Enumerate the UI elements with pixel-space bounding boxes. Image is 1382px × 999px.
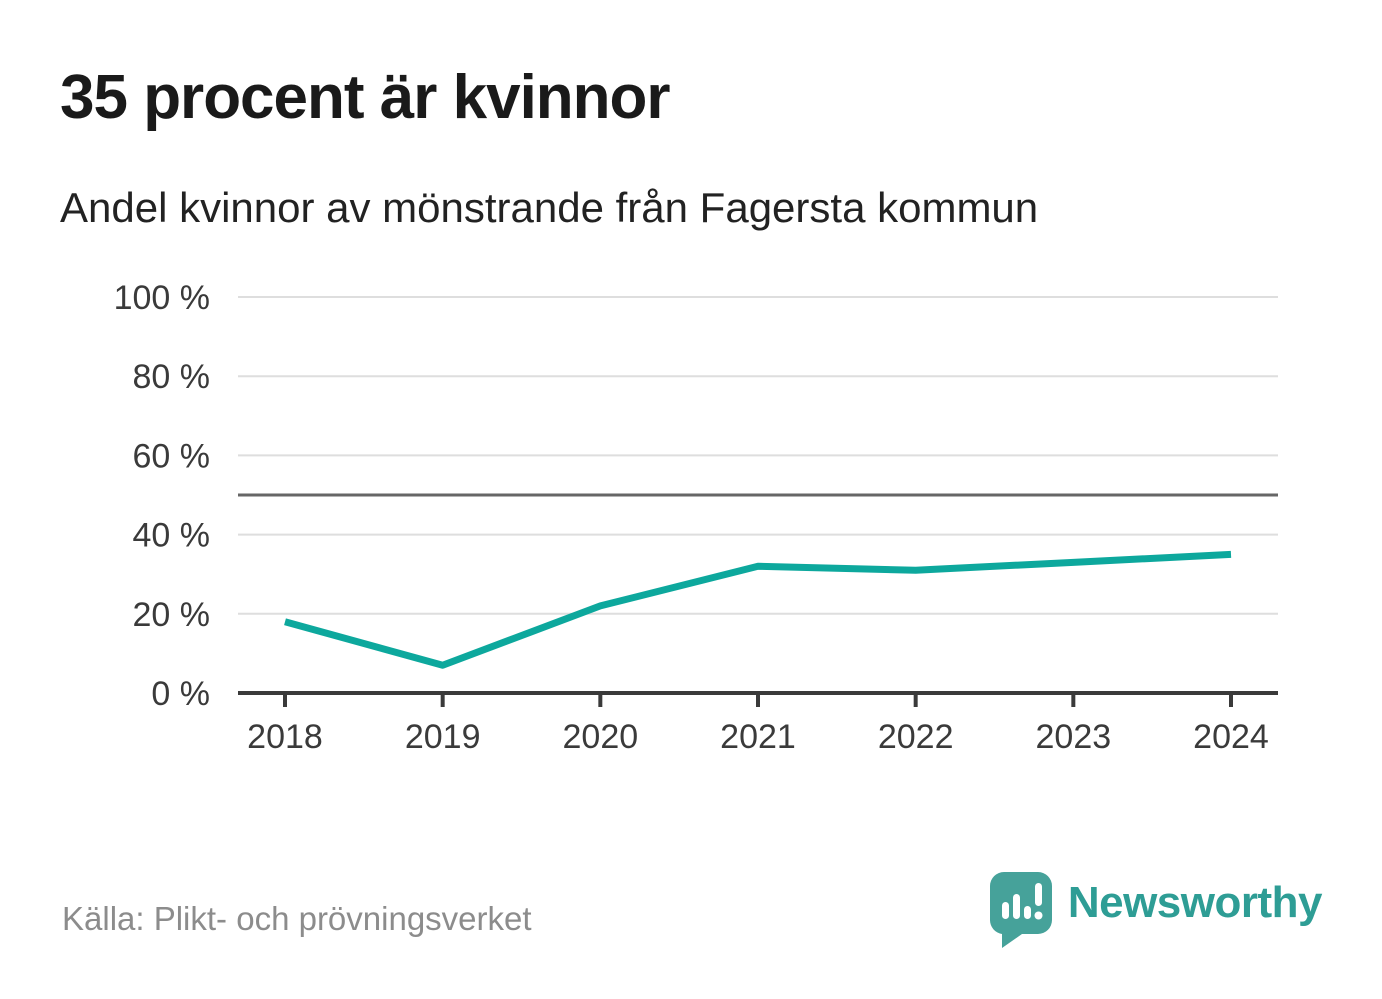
newsworthy-bubble-chart-icon (989, 872, 1052, 948)
y-tick-label: 0 % (151, 675, 210, 713)
y-tick-label: 80 % (133, 358, 211, 396)
y-tick-label: 60 % (133, 437, 211, 475)
x-tick-label: 2024 (1193, 718, 1269, 756)
chart-subtitle: Andel kvinnor av mönstrande från Fagerst… (60, 184, 1039, 231)
y-tick-label: 100 % (114, 279, 210, 317)
brand-wordmark: Newsworthy (1067, 878, 1323, 927)
x-tick-label: 2021 (720, 718, 796, 756)
x-tick-label: 2019 (405, 718, 481, 756)
x-tick-label: 2020 (563, 718, 639, 756)
y-tick-label: 20 % (133, 596, 211, 634)
page-title: 35 procent är kvinnor (60, 63, 671, 132)
data-line (284, 550, 1232, 669)
brand-logo: Newsworthy (989, 872, 1323, 948)
x-tick-label: 2022 (878, 718, 954, 756)
x-tick-label: 2023 (1036, 718, 1112, 756)
source-note: Källa: Plikt- och prövningsverket (62, 900, 532, 937)
x-tick-label: 2018 (247, 718, 323, 756)
y-tick-label: 40 % (133, 517, 211, 555)
